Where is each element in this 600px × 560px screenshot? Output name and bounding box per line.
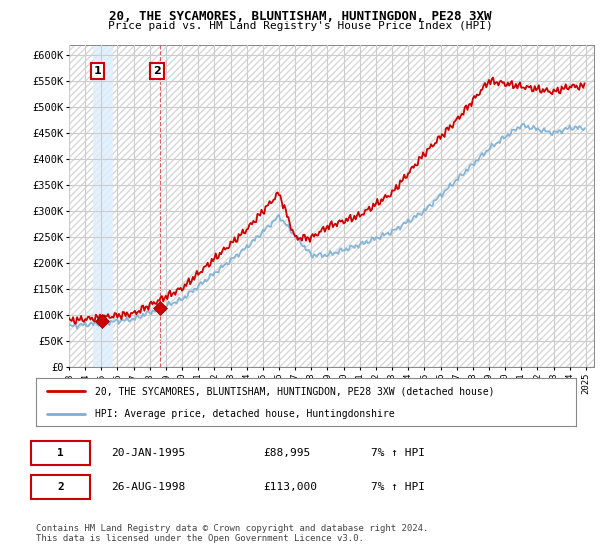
Text: 7% ↑ HPI: 7% ↑ HPI xyxy=(371,482,425,492)
Text: HPI: Average price, detached house, Huntingdonshire: HPI: Average price, detached house, Hunt… xyxy=(95,409,395,419)
Text: 26-AUG-1998: 26-AUG-1998 xyxy=(112,482,186,492)
Text: 20, THE SYCAMORES, BLUNTISHAM, HUNTINGDON, PE28 3XW: 20, THE SYCAMORES, BLUNTISHAM, HUNTINGDO… xyxy=(109,10,491,23)
Text: 1: 1 xyxy=(94,66,101,76)
Text: £113,000: £113,000 xyxy=(263,482,317,492)
Text: 20, THE SYCAMORES, BLUNTISHAM, HUNTINGDON, PE28 3XW (detached house): 20, THE SYCAMORES, BLUNTISHAM, HUNTINGDO… xyxy=(95,386,495,396)
Text: Price paid vs. HM Land Registry's House Price Index (HPI): Price paid vs. HM Land Registry's House … xyxy=(107,21,493,31)
Text: Contains HM Land Registry data © Crown copyright and database right 2024.
This d: Contains HM Land Registry data © Crown c… xyxy=(36,524,428,543)
Bar xyxy=(93,45,113,367)
Text: 1: 1 xyxy=(57,448,64,458)
Text: 20-JAN-1995: 20-JAN-1995 xyxy=(112,448,186,458)
Text: £88,995: £88,995 xyxy=(263,448,310,458)
Text: 2: 2 xyxy=(57,482,64,492)
FancyBboxPatch shape xyxy=(31,441,90,465)
Text: 2: 2 xyxy=(153,66,161,76)
FancyBboxPatch shape xyxy=(31,475,90,498)
Bar xyxy=(69,45,102,367)
Text: 7% ↑ HPI: 7% ↑ HPI xyxy=(371,448,425,458)
